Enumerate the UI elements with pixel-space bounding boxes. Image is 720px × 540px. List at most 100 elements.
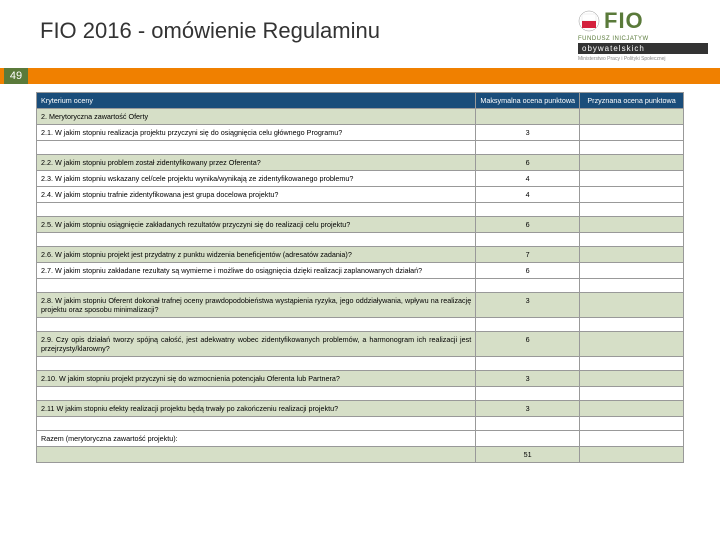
table-row: [37, 417, 684, 431]
table-row: 2.8. W jakim stopniu Oferent dokonał tra…: [37, 293, 684, 318]
blank-cell: [37, 233, 476, 247]
blank-cell: [580, 318, 684, 332]
table-row: [37, 279, 684, 293]
max-cell: [476, 431, 580, 447]
table-row: 2. Merytoryczna zawartość Oferty: [37, 109, 684, 125]
blank-cell: [476, 203, 580, 217]
awarded-cell: [580, 187, 684, 203]
blank-cell: [476, 357, 580, 371]
table-row: 2.10. W jakim stopniu projekt przyczyni …: [37, 371, 684, 387]
criterion-cell: 2.8. W jakim stopniu Oferent dokonał tra…: [37, 293, 476, 318]
table-row: Razem (merytoryczna zawartość projektu):: [37, 431, 684, 447]
blank-cell: [37, 417, 476, 431]
max-cell: 3: [476, 125, 580, 141]
awarded-cell: [580, 293, 684, 318]
table-row: 2.3. W jakim stopniu wskazany cel/cele p…: [37, 171, 684, 187]
criterion-cell: 2.7. W jakim stopniu zakładane rezultaty…: [37, 263, 476, 279]
logo-subtitle-2: obywatelskich: [578, 43, 708, 54]
max-cell: 6: [476, 155, 580, 171]
header-bar: [0, 68, 720, 84]
criterion-cell: 2.11 W jakim stopniu efekty realizacji p…: [37, 401, 476, 417]
blank-cell: [476, 318, 580, 332]
awarded-cell: [580, 371, 684, 387]
blank-cell: [37, 387, 476, 401]
max-cell: [476, 109, 580, 125]
awarded-cell: [580, 263, 684, 279]
max-cell: 6: [476, 217, 580, 233]
criterion-cell: 2.2. W jakim stopniu problem został zide…: [37, 155, 476, 171]
criterion-cell: 2.3. W jakim stopniu wskazany cel/cele p…: [37, 171, 476, 187]
table-row: [37, 203, 684, 217]
header-max: Maksymalna ocena punktowa: [476, 93, 580, 109]
table-row: 2.4. W jakim stopniu trafnie zidentyfiko…: [37, 187, 684, 203]
table-row: 2.11 W jakim stopniu efekty realizacji p…: [37, 401, 684, 417]
criterion-cell: 2. Merytoryczna zawartość Oferty: [37, 109, 476, 125]
criterion-cell: 2.10. W jakim stopniu projekt przyczyni …: [37, 371, 476, 387]
max-cell: 6: [476, 332, 580, 357]
awarded-cell: [580, 332, 684, 357]
awarded-cell: [580, 431, 684, 447]
blank-cell: [580, 203, 684, 217]
blank-cell: [580, 417, 684, 431]
table-row: 2.6. W jakim stopniu projekt jest przyda…: [37, 247, 684, 263]
table-header-row: Kryterium oceny Maksymalna ocena punktow…: [37, 93, 684, 109]
table-row: 2.7. W jakim stopniu zakładane rezultaty…: [37, 263, 684, 279]
blank-cell: [580, 279, 684, 293]
blank-cell: [37, 279, 476, 293]
table-row: [37, 141, 684, 155]
table-row: [37, 233, 684, 247]
criterion-cell: [37, 447, 476, 463]
header-awarded: Przyznana ocena punktowa: [580, 93, 684, 109]
criterion-cell: 2.9. Czy opis działań tworzy spójną cało…: [37, 332, 476, 357]
criterion-cell: Razem (merytoryczna zawartość projektu):: [37, 431, 476, 447]
max-cell: 3: [476, 293, 580, 318]
criteria-table: Kryterium oceny Maksymalna ocena punktow…: [36, 92, 684, 463]
criterion-cell: 2.6. W jakim stopniu projekt jest przyda…: [37, 247, 476, 263]
table-row: 51: [37, 447, 684, 463]
blank-cell: [580, 357, 684, 371]
table-row: 2.1. W jakim stopniu realizacja projektu…: [37, 125, 684, 141]
logo-subtitle-1: FUNDUSZ INICJATYW: [578, 36, 708, 42]
awarded-cell: [580, 109, 684, 125]
awarded-cell: [580, 125, 684, 141]
logo: FIO FUNDUSZ INICJATYW obywatelskich Mini…: [578, 8, 708, 62]
max-cell: 3: [476, 401, 580, 417]
awarded-cell: [580, 247, 684, 263]
max-cell: 6: [476, 263, 580, 279]
awarded-cell: [580, 155, 684, 171]
blank-cell: [37, 357, 476, 371]
blank-cell: [37, 203, 476, 217]
awarded-cell: [580, 447, 684, 463]
logo-subtitle-3: Ministerstwo Pracy i Polityki Społecznej: [578, 56, 708, 62]
blank-cell: [37, 141, 476, 155]
criterion-cell: 2.4. W jakim stopniu trafnie zidentyfiko…: [37, 187, 476, 203]
max-cell: 51: [476, 447, 580, 463]
blank-cell: [476, 387, 580, 401]
criterion-cell: 2.1. W jakim stopniu realizacja projektu…: [37, 125, 476, 141]
blank-cell: [476, 279, 580, 293]
table-row: 2.9. Czy opis działań tworzy spójną cało…: [37, 332, 684, 357]
max-cell: 7: [476, 247, 580, 263]
awarded-cell: [580, 217, 684, 233]
blank-cell: [37, 318, 476, 332]
max-cell: 4: [476, 187, 580, 203]
awarded-cell: [580, 401, 684, 417]
blank-cell: [580, 141, 684, 155]
criterion-cell: 2.5. W jakim stopniu osiągnięcie zakłada…: [37, 217, 476, 233]
max-cell: 4: [476, 171, 580, 187]
blank-cell: [476, 233, 580, 247]
awarded-cell: [580, 171, 684, 187]
blank-cell: [476, 417, 580, 431]
flag-icon: [578, 10, 600, 32]
header-criterion: Kryterium oceny: [37, 93, 476, 109]
table-row: [37, 357, 684, 371]
blank-cell: [580, 387, 684, 401]
blank-cell: [476, 141, 580, 155]
table-row: [37, 387, 684, 401]
blank-cell: [580, 233, 684, 247]
logo-text: FIO: [604, 8, 644, 34]
table-row: [37, 318, 684, 332]
max-cell: 3: [476, 371, 580, 387]
page-number: 49: [4, 68, 28, 84]
table-row: 2.2. W jakim stopniu problem został zide…: [37, 155, 684, 171]
